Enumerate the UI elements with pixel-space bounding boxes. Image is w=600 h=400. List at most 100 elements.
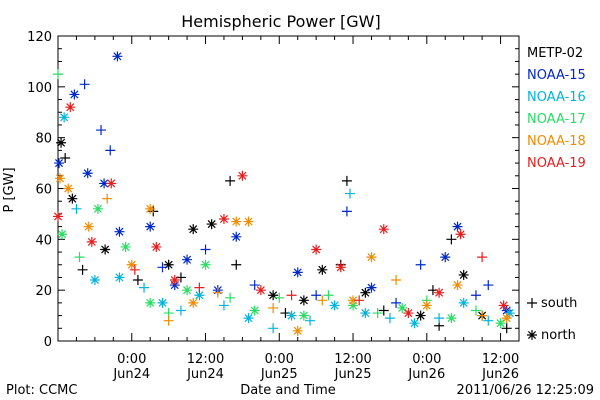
data-point-south bbox=[105, 145, 116, 156]
data-point-south bbox=[163, 315, 174, 326]
data-point-south bbox=[249, 280, 260, 291]
data-point-north bbox=[53, 211, 63, 222]
data-point-north bbox=[360, 287, 371, 298]
data-point-north bbox=[114, 272, 125, 283]
data-point-north bbox=[65, 102, 76, 113]
data-point-north bbox=[145, 203, 156, 214]
legend-entry: NOAA-16 bbox=[527, 90, 586, 105]
data-point-north bbox=[106, 178, 117, 189]
x-axis: 0:00Jun2412:00Jun240:00Jun2512:00Jun250:… bbox=[57, 36, 520, 382]
data-point-south bbox=[225, 175, 236, 186]
data-point-north bbox=[495, 318, 506, 329]
y-tick-label: 120 bbox=[27, 30, 52, 45]
data-point-north bbox=[366, 252, 377, 263]
data-point-north bbox=[348, 295, 359, 306]
data-point-north bbox=[421, 300, 432, 311]
data-point-south bbox=[218, 300, 229, 311]
data-point-north bbox=[455, 229, 466, 240]
data-point-south bbox=[483, 315, 494, 326]
data-point-south bbox=[470, 290, 481, 301]
data-point-north bbox=[403, 308, 414, 319]
data-point-south bbox=[96, 125, 107, 136]
data-point-south bbox=[53, 69, 63, 80]
legend-entry: NOAA-18 bbox=[527, 134, 586, 149]
data-point-north bbox=[249, 305, 260, 316]
data-point-north bbox=[292, 325, 303, 336]
data-point-north bbox=[335, 262, 346, 273]
data-point-north bbox=[145, 297, 156, 308]
x-tick-label: 0:00 bbox=[412, 352, 441, 367]
data-point-south bbox=[317, 295, 328, 306]
data-point-north bbox=[114, 226, 125, 237]
data-point-north bbox=[458, 297, 469, 308]
legend: METP-02 NOAA-15 NOAA-16 NOAA-17 NOAA-18 NOAA-… bbox=[527, 46, 586, 171]
data-point-north bbox=[292, 267, 303, 278]
data-point-north bbox=[169, 280, 180, 291]
data-point-south bbox=[212, 287, 223, 298]
legend-entry: NOAA-15 bbox=[527, 68, 586, 83]
data-point-north bbox=[311, 244, 322, 255]
data-point-south bbox=[341, 175, 352, 186]
data-point-south bbox=[132, 275, 143, 285]
data-point-north bbox=[54, 158, 65, 169]
data-point-north bbox=[458, 269, 469, 280]
data-point-north bbox=[268, 290, 279, 301]
marker-legend-symbol bbox=[527, 330, 537, 340]
data-point-south bbox=[344, 188, 355, 199]
data-point-north bbox=[415, 310, 426, 321]
data-point-north bbox=[163, 259, 174, 270]
data-point-north bbox=[145, 221, 156, 232]
x-tick-sublabel: Jun25 bbox=[260, 367, 298, 382]
x-tick-sublabel: Jun24 bbox=[112, 367, 150, 382]
x-tick-label: 12:00 bbox=[187, 352, 224, 367]
series-noaa-18 bbox=[55, 173, 512, 336]
data-point-north bbox=[440, 252, 451, 263]
data-point-north bbox=[286, 310, 297, 321]
y-tick-label: 60 bbox=[35, 183, 52, 198]
marker-legend: south north bbox=[527, 296, 577, 343]
x-tick-label: 0:00 bbox=[265, 352, 294, 367]
data-point-south bbox=[268, 323, 279, 334]
data-point-south bbox=[391, 275, 402, 285]
data-point-north bbox=[120, 241, 131, 252]
data-point-north bbox=[452, 280, 463, 291]
data-point-north bbox=[99, 178, 110, 189]
data-point-north bbox=[231, 231, 242, 242]
data-point-north bbox=[218, 214, 229, 224]
data-point-north bbox=[498, 300, 509, 311]
data-point-north bbox=[182, 254, 193, 265]
data-point-north bbox=[63, 183, 74, 194]
data-point-south bbox=[323, 290, 334, 301]
data-point-south bbox=[483, 280, 494, 291]
data-point-north bbox=[298, 295, 309, 306]
data-point-south bbox=[74, 252, 85, 263]
data-point-south bbox=[446, 234, 457, 245]
data-point-north bbox=[366, 282, 377, 293]
data-point-south bbox=[384, 313, 395, 324]
data-point-north bbox=[243, 216, 254, 227]
data-point-south bbox=[477, 310, 488, 321]
x-tick-label: 12:00 bbox=[482, 352, 519, 367]
x-tick-label: 0:00 bbox=[117, 352, 146, 367]
x-axis-label: Date and Time bbox=[240, 383, 336, 398]
data-point-north bbox=[206, 219, 217, 230]
data-point-north bbox=[182, 285, 193, 296]
data-point-south bbox=[77, 264, 88, 275]
marker-legend-label: north bbox=[541, 328, 576, 343]
data-point-north bbox=[55, 173, 66, 184]
data-point-north bbox=[92, 203, 103, 214]
data-point-south bbox=[286, 290, 297, 301]
x-tick-label: 12:00 bbox=[334, 352, 371, 367]
data-point-north bbox=[157, 297, 168, 308]
x-tick-sublabel: Jun26 bbox=[407, 367, 445, 382]
data-point-north bbox=[317, 264, 328, 275]
series-metp-02 bbox=[56, 137, 512, 334]
data-point-south bbox=[354, 295, 365, 306]
data-point-north bbox=[188, 224, 199, 235]
data-point-south bbox=[268, 302, 279, 313]
data-point-south bbox=[305, 315, 316, 326]
y-tick-label: 80 bbox=[35, 132, 52, 147]
data-point-north bbox=[86, 236, 97, 247]
data-point-north bbox=[112, 51, 123, 62]
data-point-south bbox=[501, 323, 512, 334]
